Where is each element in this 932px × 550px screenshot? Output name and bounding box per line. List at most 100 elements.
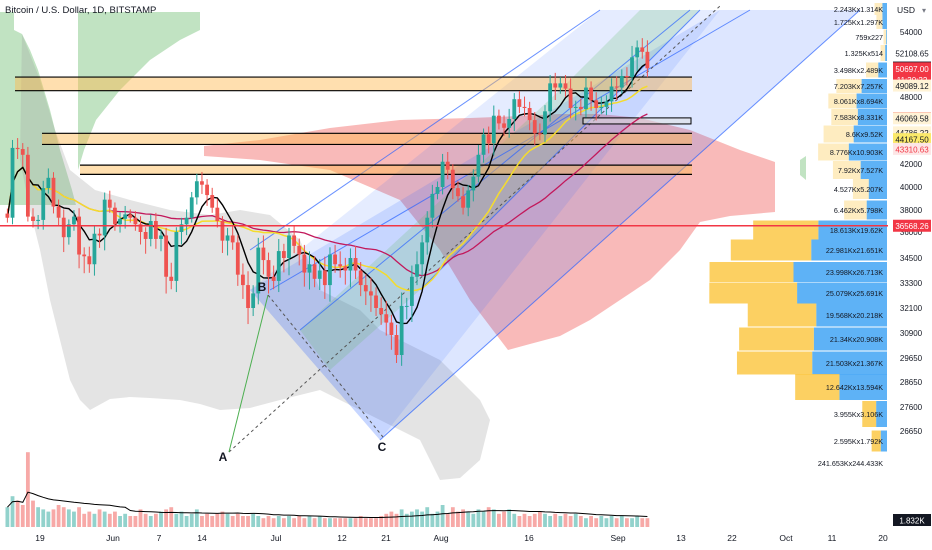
candle-body	[343, 266, 348, 271]
candle-body	[333, 254, 337, 265]
candle-body	[543, 111, 547, 135]
volume-bar	[369, 518, 373, 527]
time-axis[interactable]: 19 Jun 7 14 Jul 12 21 Aug 16 Sep 13 22 Oct 11 20	[0, 530, 932, 550]
candle-body	[225, 235, 230, 241]
volume-bar	[328, 518, 332, 527]
volume-bar	[317, 516, 322, 527]
volume-bar	[399, 509, 404, 527]
price-label: 46069.58	[895, 115, 929, 124]
candle-body	[563, 83, 568, 89]
volume-bar	[338, 518, 343, 527]
candle-body	[374, 295, 378, 308]
price-tick: 34500	[900, 254, 923, 263]
price-label-box	[893, 133, 931, 146]
candle-body	[322, 270, 327, 286]
price-tick: 42000	[900, 160, 923, 169]
volume-bar	[353, 518, 358, 527]
vp-down-bar	[882, 15, 887, 29]
vp-up-bar	[831, 109, 858, 125]
time-tick: Jul	[271, 533, 282, 543]
volume-bar	[548, 516, 553, 527]
candle-body	[399, 305, 404, 355]
candle-body	[205, 184, 209, 196]
volume-bar	[138, 509, 143, 527]
candle-body	[456, 188, 460, 197]
vp-label: 759x227	[855, 33, 883, 42]
vp-up-bar	[866, 62, 879, 78]
vp-up-bar	[709, 282, 798, 304]
volume-bar	[292, 518, 297, 527]
volume-bar	[415, 509, 419, 527]
volume-bar	[210, 516, 215, 527]
volume-bar	[72, 511, 76, 527]
volume-bar	[537, 511, 542, 527]
time-tick: 7	[157, 533, 162, 543]
volume-bar	[517, 516, 522, 527]
vp-up-bar	[852, 179, 869, 199]
candle-body	[491, 115, 496, 144]
vp-up-bar	[739, 327, 814, 351]
vp-down-bar	[861, 79, 887, 93]
candle-body	[527, 108, 532, 121]
candle-body	[251, 293, 256, 308]
price-tick: 27600	[900, 403, 923, 412]
volume-bar	[77, 507, 81, 527]
pitchfork-point-label: B	[258, 280, 267, 294]
vp-down-bar	[857, 109, 887, 125]
chevron-down-icon[interactable]: ▾	[922, 6, 926, 15]
candle-body	[425, 217, 430, 243]
candle-body	[271, 276, 276, 281]
candle-body	[440, 161, 445, 187]
horizontal-zones[interactable]	[15, 76, 692, 175]
candle-body	[645, 51, 650, 69]
candle-body	[532, 120, 537, 134]
volume-bar	[266, 516, 271, 527]
candle-body	[113, 207, 117, 225]
candle-body	[102, 199, 107, 236]
candle-body	[420, 242, 425, 265]
vp-label: 8.6Kx9.52K	[846, 130, 883, 139]
candle-body	[625, 76, 629, 78]
candle-body	[348, 258, 353, 271]
fork-line-outer	[269, 9, 751, 291]
candle-body	[630, 57, 634, 78]
volume-bar	[251, 513, 256, 527]
candle-body	[72, 216, 76, 225]
candle-body	[476, 154, 481, 177]
time-axis-bg	[0, 530, 932, 550]
volume-bar	[348, 518, 353, 527]
price-label-box	[893, 112, 931, 125]
volume-bar	[159, 511, 163, 527]
volume-bar	[532, 513, 537, 527]
time-tick: 13	[676, 533, 686, 543]
candle-body	[276, 251, 281, 281]
volume-bar	[25, 452, 30, 527]
candle-body	[553, 83, 558, 88]
fork-line-upper	[249, 9, 601, 251]
small-zone	[582, 117, 692, 125]
vp-label: 241.653Kx244.433K	[818, 459, 883, 468]
vp-label: 2.243Kx1.314K	[834, 5, 883, 14]
volume-bar	[102, 511, 107, 527]
volume-bar	[435, 511, 440, 527]
volume-bar	[51, 509, 56, 527]
time-tick: 12	[337, 533, 347, 543]
candle-body	[338, 264, 343, 267]
volume-bar	[200, 516, 204, 527]
candle-body	[358, 270, 363, 286]
volume-bar	[82, 513, 87, 527]
price-label-box	[893, 514, 931, 526]
price-scale[interactable]: 5400052000500004800046000440004200040000…	[888, 0, 932, 530]
volume-bar	[118, 516, 122, 527]
volume-bar	[230, 516, 235, 527]
vp-up-bar	[736, 351, 813, 375]
candle-body	[379, 308, 384, 315]
candle-body	[66, 224, 71, 238]
candle-body	[215, 207, 220, 221]
candle-body	[97, 233, 102, 236]
volume-bar	[461, 509, 465, 527]
candle-body	[123, 214, 128, 219]
candle-body	[92, 233, 97, 265]
volume-bar	[584, 518, 588, 527]
